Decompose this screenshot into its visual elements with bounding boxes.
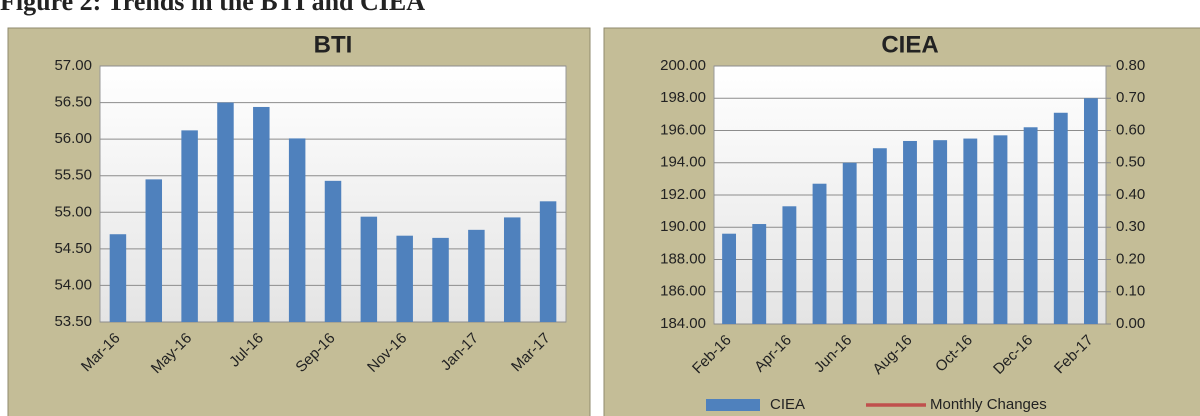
chart-title: CIEA	[881, 31, 938, 58]
bar	[1023, 127, 1038, 325]
y-tick-label: 198.00	[660, 89, 706, 106]
bar	[253, 106, 270, 323]
bar	[782, 206, 797, 324]
legend-label: Monthly Changes	[930, 396, 1047, 413]
y2-tick-label: 0.50	[1116, 154, 1145, 171]
y-tick-label: 54.50	[54, 240, 92, 257]
y-tick-label: 55.00	[54, 203, 92, 220]
y2-tick-label: 0.10	[1116, 283, 1145, 300]
y-tick-label: 184.00	[660, 315, 706, 332]
bar	[288, 138, 306, 322]
bar	[1053, 112, 1068, 324]
y-tick-label: 55.50	[54, 167, 92, 184]
bar	[468, 229, 485, 322]
y2-tick-label: 0.20	[1116, 250, 1145, 267]
bar	[324, 180, 342, 322]
bar	[1083, 98, 1098, 324]
bar	[722, 233, 737, 324]
y2-tick-label: 0.80	[1116, 57, 1145, 74]
y-tick-label: 196.00	[660, 121, 706, 138]
bar	[812, 183, 827, 324]
bar	[217, 102, 234, 322]
bar	[432, 237, 449, 322]
bar	[872, 148, 887, 324]
bar	[963, 138, 978, 324]
bar	[360, 216, 378, 322]
y2-tick-label: 0.70	[1116, 89, 1145, 106]
bar	[903, 140, 917, 324]
y2-tick-label: 0.00	[1116, 315, 1145, 332]
y-tick-label: 186.00	[660, 283, 706, 300]
bar	[993, 135, 1008, 324]
y-tick-label: 54.00	[54, 276, 92, 293]
y-tick-label: 190.00	[660, 218, 706, 235]
bar	[933, 140, 948, 324]
page-title: Figure 2: Trends in the BTI and CIEA	[0, 0, 425, 16]
legend-label: CIEA	[770, 396, 805, 413]
y-tick-label: 57.00	[54, 57, 92, 74]
bar	[752, 224, 767, 324]
y-tick-label: 53.50	[54, 313, 92, 330]
y-tick-label: 188.00	[660, 250, 706, 267]
y-tick-label: 194.00	[660, 154, 706, 171]
y-tick-label: 200.00	[660, 57, 706, 74]
y2-tick-label: 0.30	[1116, 218, 1145, 235]
bar	[109, 234, 127, 322]
legend-swatch	[706, 399, 760, 411]
chart-title: BTI	[314, 31, 353, 58]
bar	[539, 201, 557, 322]
bar	[503, 217, 521, 322]
y2-tick-label: 0.60	[1116, 121, 1145, 138]
y-tick-label: 56.00	[54, 130, 92, 147]
y-tick-label: 56.50	[54, 94, 92, 111]
y-tick-label: 192.00	[660, 186, 706, 203]
y2-tick-label: 0.40	[1116, 186, 1145, 203]
bar	[396, 235, 413, 322]
bar	[181, 130, 198, 322]
bar	[842, 162, 857, 324]
bar	[145, 179, 163, 322]
